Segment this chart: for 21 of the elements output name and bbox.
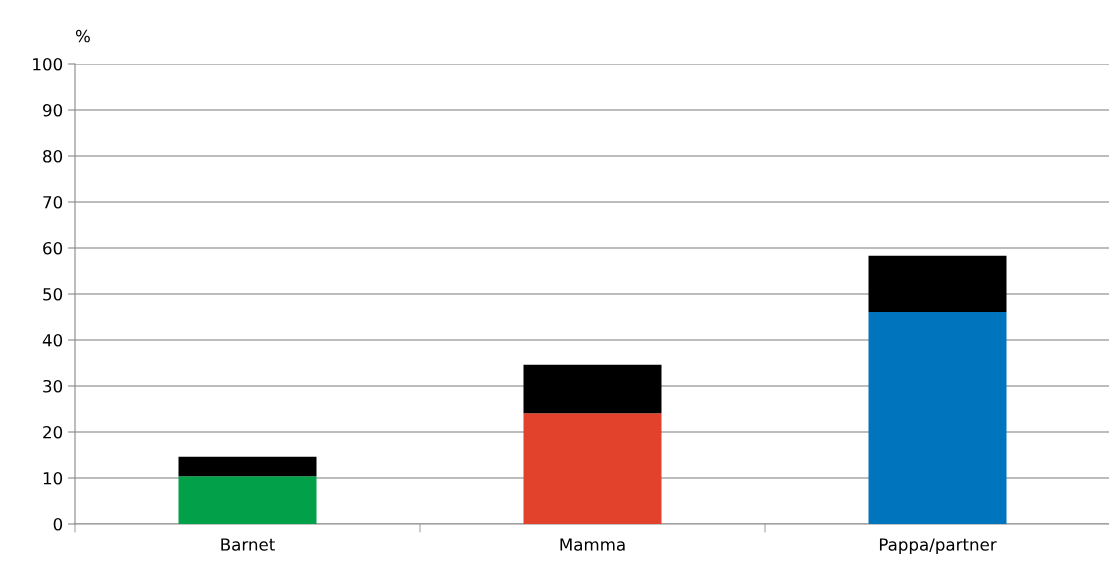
y-axis-title: %	[75, 29, 90, 43]
y-tick-label: 90	[43, 103, 63, 117]
bar	[178, 476, 317, 524]
x-tick-label: Pappa/partner	[879, 538, 997, 555]
y-tick-label: 80	[43, 149, 63, 163]
bar	[178, 456, 317, 477]
bar	[868, 311, 1007, 524]
y-tick-label: 100	[33, 57, 63, 71]
y-tick-label: 30	[43, 379, 63, 393]
bar	[523, 364, 662, 414]
y-tick-label: 10	[43, 471, 63, 485]
bar	[868, 255, 1007, 312]
y-tick-label: 20	[43, 425, 63, 439]
y-tick-label: 50	[43, 287, 63, 301]
y-tick-label: 40	[42, 333, 63, 347]
y-tick-label: 70	[43, 195, 63, 209]
x-tick-label: Mamma	[560, 538, 625, 551]
y-tick-label: 60	[43, 241, 63, 255]
x-tick-label: Barnet	[221, 538, 275, 551]
y-tick-label: 0	[53, 517, 63, 531]
bar	[523, 413, 662, 524]
